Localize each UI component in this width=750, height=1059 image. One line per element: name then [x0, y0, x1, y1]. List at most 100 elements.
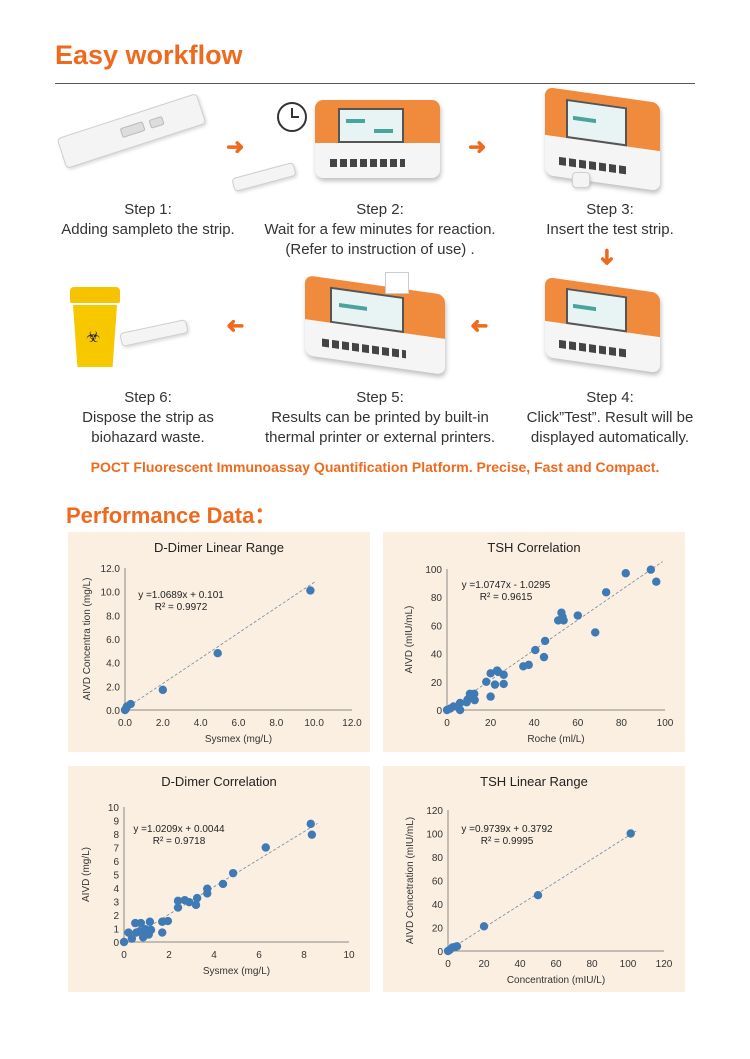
step-text: Results can be printed by built-in: [271, 409, 489, 426]
y-tick-label: 0: [113, 938, 119, 949]
chart-title: TSH Linear Range: [480, 774, 588, 789]
step-text: biohazard waste.: [91, 429, 205, 446]
step-label: Step 4:: [586, 389, 634, 406]
arrow-left-icon: ➜: [226, 314, 245, 339]
chart-svg: D-Dimer Linear Range 0.0 2.0 4.0 6.0 8.0 10.0 1…: [82, 540, 362, 745]
data-point: [127, 934, 137, 943]
data-point: [218, 879, 228, 889]
step-label: Step 5:: [356, 389, 404, 406]
data-point: [145, 917, 155, 926]
x-tick-label: 12.0: [342, 718, 362, 729]
data-point: [173, 903, 183, 912]
data-point: [531, 645, 540, 655]
y-tick-label: 60: [432, 877, 444, 888]
data-point: [452, 942, 462, 951]
x-tick-label: 2.0: [156, 718, 170, 729]
chart-title: D-Dimer Linear Range: [154, 540, 284, 555]
x-tick-label: 20: [478, 959, 490, 970]
test-strip-icon: [231, 161, 297, 193]
x-tick-label: 40: [514, 959, 526, 970]
step-5: Step 5: Results can be printed by built-…: [232, 388, 528, 448]
data-point: [591, 628, 600, 637]
data-point: [466, 692, 476, 701]
data-point: [119, 937, 129, 947]
x-tick-label: 6.0: [232, 718, 246, 729]
arrow-right-icon: ➜: [468, 134, 487, 159]
arrow-down-icon: ➜: [595, 247, 621, 267]
analyzer-device-icon: [545, 86, 660, 192]
y-tick-label: 80: [432, 853, 444, 864]
y-tick-label: 40: [432, 900, 444, 911]
y-tick-label: 20: [431, 678, 443, 689]
data-point: [455, 705, 465, 715]
trendline-equation: y =1.0689x + 0.101: [138, 590, 224, 601]
data-point: [307, 830, 317, 839]
x-tick-label: 6: [256, 950, 262, 961]
step-2: Step 2: Wait for a few minutes for react…: [250, 200, 510, 260]
x-tick-label: 80: [616, 718, 628, 729]
step-text: Adding sampleto the strip.: [61, 221, 235, 238]
divider: [55, 83, 695, 84]
y-tick-label: 8: [113, 830, 119, 841]
y-tick-label: 2: [113, 911, 119, 922]
data-point: [479, 922, 489, 931]
clock-icon: [277, 102, 307, 132]
arrow-right-icon: ➜: [226, 134, 245, 159]
x-tick-label: 4.0: [194, 718, 208, 729]
step-text: Dispose the strip as: [82, 409, 214, 426]
x-tick-label: 100: [620, 959, 637, 970]
x-tick-label: 60: [572, 718, 584, 729]
y-tick-label: 9: [113, 817, 119, 828]
x-tick-label: 10: [343, 950, 355, 961]
data-point: [191, 900, 201, 910]
data-point: [621, 569, 630, 578]
data-point: [261, 843, 270, 852]
data-point: [559, 616, 568, 625]
data-point: [146, 925, 156, 935]
r-squared: R² = 0.9615: [480, 592, 533, 603]
step-text: Click”Test”. Result will be: [526, 409, 694, 426]
chart-d-dimer-correlation: D-Dimer Correlation 0 2 4 6 8 10 0 1 2 3 4 5 6 7 8 9 10 Sy…: [68, 766, 370, 992]
y-tick-label: 100: [425, 565, 442, 576]
step-text: Wait for a few minutes for reaction.: [264, 221, 496, 238]
step-label: Step 1:: [124, 201, 172, 218]
y-axis-label: AIVD (mIU/mL): [404, 606, 415, 674]
y-tick-label: 4.0: [106, 659, 120, 670]
data-point: [533, 890, 543, 900]
data-point: [482, 677, 491, 686]
x-tick-label: 40: [529, 718, 541, 729]
arrow-left-icon: ➜: [470, 314, 489, 339]
y-axis-label: AIVD Concetration (mIU/mL): [405, 817, 416, 944]
y-tick-label: 80: [431, 593, 443, 604]
x-tick-label: 20: [485, 718, 497, 729]
x-tick-label: 0: [121, 950, 127, 961]
step-3: Step 3: Insert the test strip.: [480, 200, 740, 240]
trendline: [447, 830, 637, 951]
x-tick-label: 80: [586, 959, 598, 970]
test-strip-icon: [572, 172, 590, 188]
data-point: [213, 649, 222, 658]
data-point: [158, 928, 167, 937]
chart-svg: TSH Linear Range 0 20 40 60 80 100 120 0 20 40 60 80…: [405, 774, 673, 986]
x-tick-label: 2: [166, 950, 172, 961]
data-point: [158, 685, 168, 695]
chart-title: D-Dimer Correlation: [161, 774, 277, 789]
tagline: POCT Fluorescent Immunoassay Quantificat…: [90, 459, 660, 475]
x-axis-label: Sysmex (mg/L): [205, 734, 272, 745]
step-text: thermal printer or external printers.: [264, 429, 496, 446]
chart-svg: D-Dimer Correlation 0 2 4 6 8 10 0 1 2 3 4 5 6 7 8 9 10 Sy…: [81, 774, 355, 977]
y-axis-label: AIVD (mg/L): [81, 847, 92, 902]
y-tick-label: 6.0: [106, 635, 120, 646]
x-axis-label: Sysmex (mg/L): [203, 966, 270, 977]
x-tick-label: 0.0: [118, 718, 132, 729]
trendline: [124, 580, 317, 710]
data-point: [540, 636, 550, 646]
y-axis-label: AIVD Concentra tion (mg/L): [82, 578, 93, 701]
x-tick-label: 60: [550, 959, 562, 970]
y-tick-label: 1: [113, 925, 119, 936]
data-point: [455, 698, 465, 708]
biohazard-bin-icon: ☣: [70, 287, 120, 367]
y-tick-label: 5: [113, 871, 119, 882]
data-point: [306, 586, 315, 595]
